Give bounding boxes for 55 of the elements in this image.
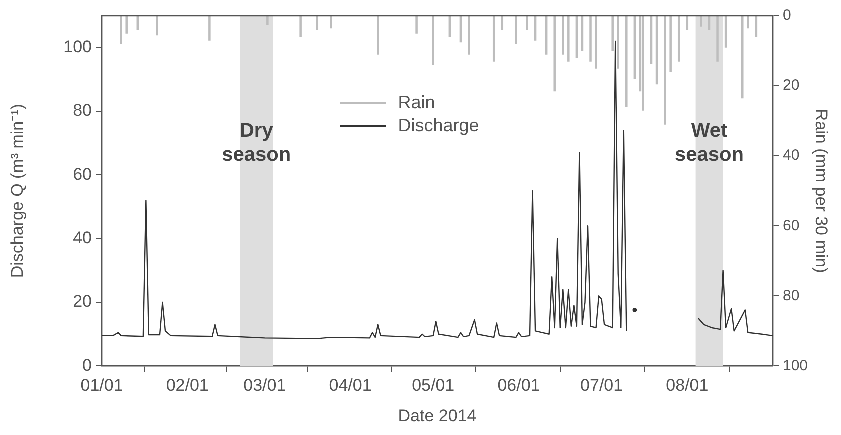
x-tick-label: 08/01: [666, 376, 709, 396]
y2-tick-label: 40: [783, 147, 800, 164]
bar: [664, 16, 666, 125]
bar: [120, 16, 122, 44]
legend-label: Rain: [398, 92, 436, 113]
bar: [156, 16, 158, 36]
bar: [208, 16, 211, 41]
bar: [416, 16, 418, 34]
bar: [716, 16, 719, 62]
x-tick-label: 04/01: [329, 376, 372, 396]
x-tick-label: 05/01: [412, 376, 455, 396]
y-tick-label: 100: [64, 38, 92, 57]
bar: [377, 16, 380, 55]
x-axis-title: Date 2014: [398, 406, 477, 426]
bar: [554, 16, 556, 92]
band-label: Wet season: [675, 120, 744, 166]
x-tick-label: 01/01: [80, 376, 124, 396]
y2-tick-label: 0: [783, 7, 792, 24]
bar: [617, 16, 620, 69]
bar: [612, 16, 614, 52]
y-tick-label: 0: [82, 356, 92, 375]
bar: [670, 16, 672, 72]
bar: [741, 16, 744, 99]
bar: [126, 16, 128, 34]
bar: [590, 16, 592, 62]
bar: [468, 16, 470, 55]
y2-tick-label: 100: [783, 357, 808, 374]
y-tick-label: 60: [73, 164, 92, 184]
legend-label: Discharge: [398, 116, 480, 136]
y2-tick-label: 80: [783, 287, 800, 304]
bar: [700, 16, 702, 27]
x-tick-label: 06/01: [498, 376, 540, 396]
bar: [300, 16, 302, 38]
bar: [626, 16, 628, 108]
y-tick-label: 80: [73, 101, 92, 120]
bar: [747, 16, 750, 29]
bar: [266, 16, 269, 26]
bar: [515, 16, 518, 44]
bar: [526, 16, 528, 30]
y-axis-title: Discharge Q (m³ min⁻¹): [8, 104, 27, 278]
y-tick-label: 40: [73, 228, 92, 248]
x-tick-label: 07/01: [580, 376, 624, 396]
x-tick-label: 02/01: [166, 376, 209, 396]
y2-axis-title: Rain (mm per 30 min): [812, 108, 832, 274]
bar: [595, 16, 598, 69]
band-label: Dry season: [222, 120, 292, 166]
bar: [562, 16, 564, 55]
bar: [568, 16, 570, 62]
y2-tick-label: 20: [783, 77, 800, 94]
bar: [642, 16, 644, 111]
y2-tick-label: 60: [783, 217, 800, 234]
y-tick-label: 20: [73, 292, 92, 312]
bar: [330, 16, 332, 29]
x-tick-label: 03/01: [244, 376, 286, 396]
bar: [432, 16, 434, 66]
